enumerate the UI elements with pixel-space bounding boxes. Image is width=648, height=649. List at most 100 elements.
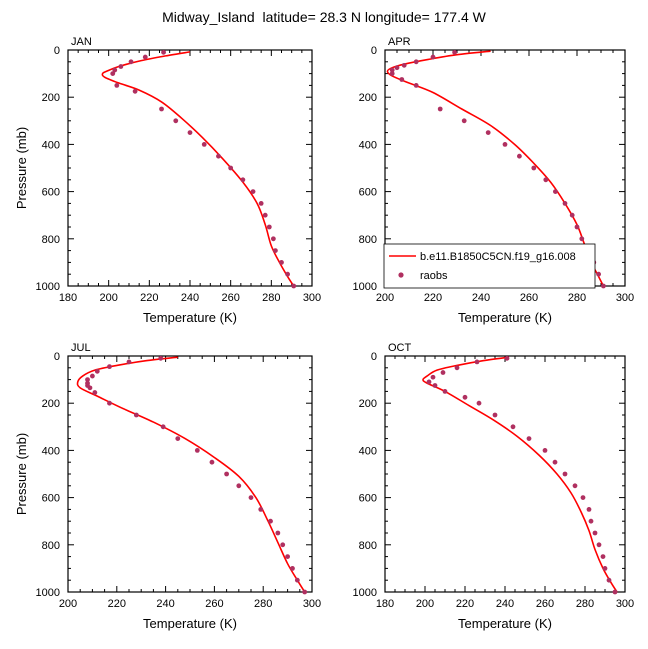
panel-jul: JUL 200 220 240 260 280 300 0 200 400 600 800 1000 Te…	[14, 342, 321, 631]
raobs-point	[553, 189, 558, 195]
y-tick-label: 1000	[36, 281, 60, 293]
raobs-point	[112, 67, 118, 73]
x-tick-label: 300	[616, 598, 634, 610]
model-series-line	[101, 51, 295, 286]
plot-frame	[67, 355, 313, 593]
raobs-point	[502, 142, 508, 147]
raobs-point	[389, 71, 395, 76]
x-tick-label: 200	[99, 292, 117, 304]
x-tick-label: 240	[472, 292, 490, 304]
x-tick-label: 200	[416, 598, 434, 610]
raobs-point	[94, 368, 100, 374]
raobs-point	[209, 459, 215, 465]
raobs-point	[413, 83, 419, 88]
y-axis-title: Pressure (mb)	[14, 433, 29, 515]
legend-label-model: b.e11.B1850C5CN.f19_g16.008	[420, 251, 576, 263]
panel-label: JUL	[71, 342, 91, 354]
raobs-point	[440, 370, 446, 375]
raobs-point	[531, 165, 537, 171]
raobs-point	[437, 106, 443, 112]
raobs-point	[601, 283, 606, 289]
x-tick-label: 220	[108, 598, 126, 610]
raobs-point	[194, 448, 200, 453]
raobs-point	[268, 518, 273, 524]
raobs-point	[552, 459, 558, 465]
raobs-point	[596, 542, 602, 548]
raobs-point	[92, 390, 98, 395]
y-tick-label: 0	[371, 351, 377, 363]
x-tick-label: 300	[303, 598, 321, 610]
panel-label: OCT	[388, 342, 412, 354]
raobs-point	[280, 542, 286, 548]
raobs-point	[612, 589, 618, 595]
y-tick-label: 1000	[353, 281, 377, 293]
y-tick-label: 400	[359, 445, 377, 457]
panel-apr: APR 200 220 240 260 280 300 0 200 400 600 800 1000 Te…	[353, 36, 635, 325]
legend-box	[383, 243, 596, 289]
x-tick-label: 260	[536, 598, 554, 610]
raobs-point	[258, 507, 264, 512]
y-tick-label: 400	[359, 139, 377, 151]
raobs-point	[462, 394, 468, 400]
raobs-point	[114, 83, 120, 88]
x-tick-label: 280	[576, 598, 594, 610]
raobs-point	[107, 400, 112, 406]
y-tick-label: 1000	[353, 587, 377, 599]
y-tick-label: 600	[42, 493, 60, 505]
raobs-point	[592, 530, 598, 536]
raobs-point	[606, 577, 612, 583]
raobs-point	[110, 71, 116, 76]
x-axis-title: Temperature (K)	[143, 310, 237, 325]
y-tick-label: 200	[42, 398, 60, 410]
raobs-point	[224, 471, 230, 477]
raobs-point	[562, 471, 568, 477]
raobs-point	[262, 212, 268, 218]
x-tick-label: 300	[303, 292, 321, 304]
raobs-point	[266, 224, 272, 230]
raobs-point	[526, 436, 532, 441]
raobs-point	[432, 383, 438, 388]
raobs-point	[569, 212, 575, 218]
y-tick-label: 0	[371, 45, 377, 57]
raobs-point	[270, 236, 276, 242]
raobs-point	[258, 201, 264, 206]
raobs-point	[126, 359, 132, 365]
raobs-point	[485, 130, 491, 136]
y-tick-label: 800	[42, 540, 60, 552]
raobs-point	[580, 495, 586, 500]
raobs-point	[543, 177, 549, 183]
raobs-point	[133, 412, 139, 418]
raobs-point	[430, 374, 436, 380]
raobs-point	[285, 554, 290, 559]
raobs-point	[572, 483, 578, 489]
raobs-point	[118, 64, 124, 69]
raobs-point	[492, 412, 498, 418]
raobs-point	[159, 106, 164, 112]
raobs-point	[442, 389, 448, 394]
raobs-point	[240, 177, 246, 183]
raobs-point	[600, 554, 606, 559]
raobs-point	[90, 373, 95, 379]
raobs-point	[596, 271, 601, 277]
x-tick-label: 260	[221, 292, 239, 304]
raobs-point	[85, 377, 90, 382]
raobs-point	[401, 62, 407, 68]
x-tick-label: 180	[376, 598, 394, 610]
x-tick-label: 280	[262, 292, 280, 304]
x-axis-title: Temperature (K)	[458, 616, 552, 631]
y-tick-label: 0	[54, 45, 60, 57]
raobs-point	[107, 364, 112, 370]
y-tick-label: 800	[359, 234, 377, 246]
raobs-point	[588, 518, 594, 524]
figure-title: Midway_Island latitude= 28.3 N longitude…	[162, 9, 487, 25]
x-tick-label: 200	[376, 292, 394, 304]
y-tick-label: 0	[54, 351, 60, 363]
x-tick-label: 220	[140, 292, 158, 304]
raobs-point	[579, 236, 585, 242]
raobs-point	[399, 77, 405, 82]
raobs-point	[504, 355, 510, 361]
raobs-point	[228, 165, 234, 171]
y-tick-label: 1000	[36, 587, 60, 599]
raobs-point	[187, 130, 193, 136]
